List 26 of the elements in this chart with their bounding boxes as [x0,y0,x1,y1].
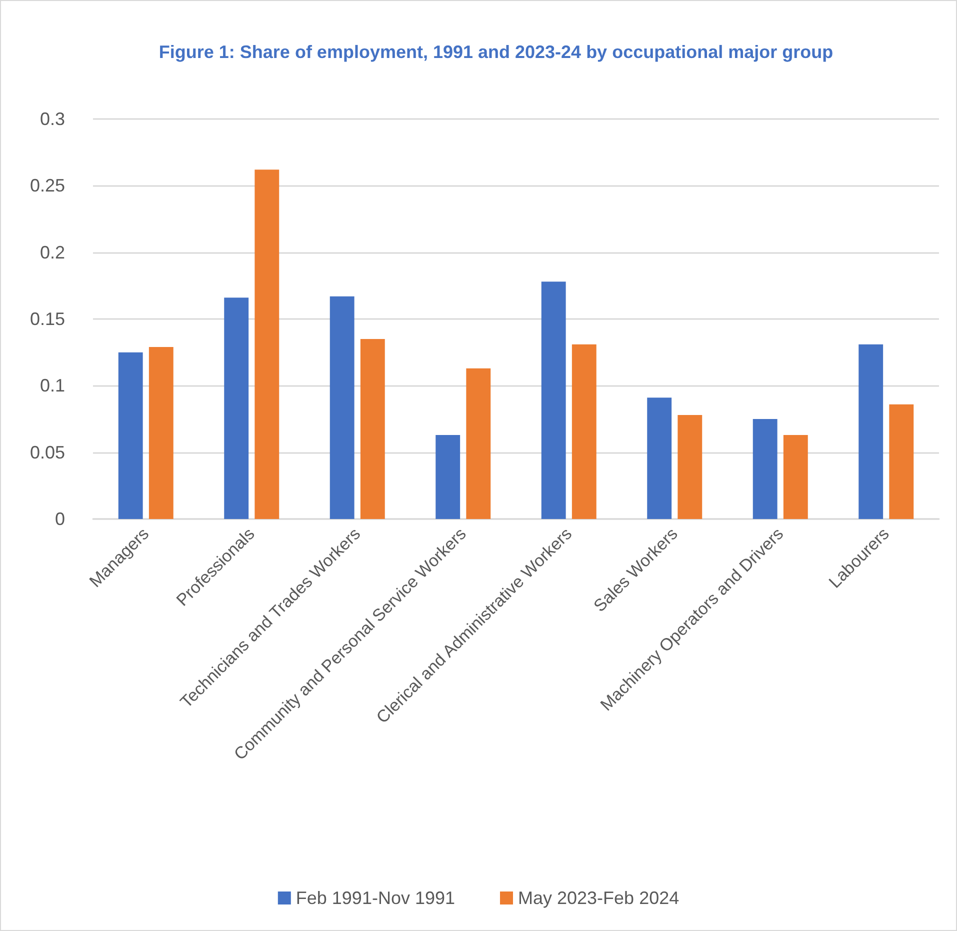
y-tick-label: 0 [54,509,65,529]
chart-title: Figure 1: Share of employment, 1991 and 2023-24 by occupational major group [158,42,834,62]
bar [541,282,566,519]
bar [466,368,491,519]
y-tick-label: 0.05 [30,442,65,462]
bar [858,344,884,519]
y-tick-label: 0.2 [40,242,65,262]
y-tick-label: 0.25 [30,176,65,196]
bar [647,398,672,519]
bar [678,415,702,519]
bar [254,170,280,519]
bar [889,404,914,519]
bar [752,419,778,519]
bar [572,344,596,519]
bar [783,435,808,519]
y-tick-label: 0.1 [40,376,65,396]
bar [436,435,460,519]
bar [118,352,143,519]
legend-label: Feb 1991-Nov 1991 [296,888,456,908]
bar [330,296,354,519]
bar [360,339,385,519]
y-tick-label: 0.15 [30,309,65,329]
bar [224,298,249,519]
bar [148,347,174,519]
y-tick-label: 0.3 [40,109,65,129]
legend-label: May 2023-Feb 2024 [518,888,680,908]
